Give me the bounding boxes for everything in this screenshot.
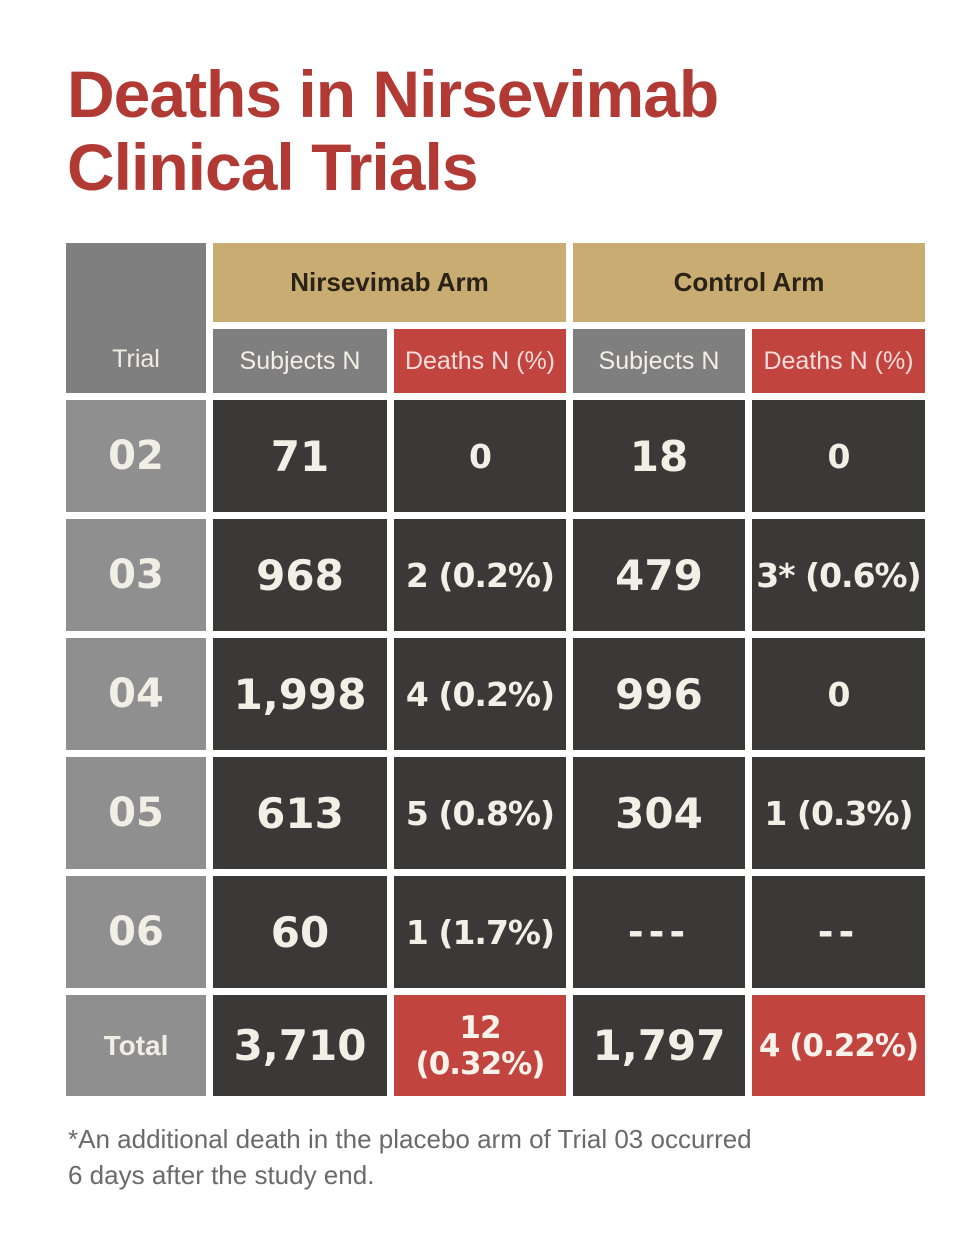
row04-nirsevimab-subjects: 1,998 (213, 638, 387, 750)
trial-label-04: 04 (66, 638, 206, 750)
subheader-control-subjects: Subjects N (573, 329, 745, 393)
row03-nirsevimab-subjects: 968 (213, 519, 387, 631)
row05-nirsevimab-subjects: 613 (213, 757, 387, 869)
row05-control-deaths: 1 (0.3%) (752, 757, 925, 869)
total-control-deaths: 4 (0.22%) (752, 995, 925, 1096)
row04-nirsevimab-deaths: 4 (0.2%) (394, 638, 566, 750)
row06-control-deaths-missing: -- (752, 876, 925, 988)
row04-control-subjects: 996 (573, 638, 745, 750)
subheader-nirsevimab-subjects: Subjects N (213, 329, 387, 393)
row05-control-subjects: 304 (573, 757, 745, 869)
row03-control-subjects: 479 (573, 519, 745, 631)
row03-control-deaths: 3* (0.6%) (752, 519, 925, 631)
row02-control-subjects: 18 (573, 400, 745, 512)
row06-nirsevimab-subjects: 60 (213, 876, 387, 988)
row03-nirsevimab-deaths: 2 (0.2%) (394, 519, 566, 631)
group-header-control-arm: Control Arm (573, 243, 925, 322)
subheader-control-deaths: Deaths N (%) (752, 329, 925, 393)
row02-nirsevimab-deaths: 0 (394, 400, 566, 512)
trial-column-header: Trial (66, 243, 206, 393)
total-nirsevimab-subjects: 3,710 (213, 995, 387, 1096)
row06-nirsevimab-deaths: 1 (1.7%) (394, 876, 566, 988)
page-title-line2: Clinical Trials (67, 129, 479, 204)
row04-control-deaths: 0 (752, 638, 925, 750)
row05-nirsevimab-deaths: 5 (0.8%) (394, 757, 566, 869)
row06-control-subjects-missing: --- (573, 876, 745, 988)
row02-nirsevimab-subjects: 71 (213, 400, 387, 512)
trial-label-03: 03 (66, 519, 206, 631)
subheader-nirsevimab-deaths: Deaths N (%) (394, 329, 566, 393)
total-nirsevimab-deaths: 12 (0.32%) (394, 995, 566, 1096)
trial-label-02: 02 (66, 400, 206, 512)
trial-label-05: 05 (66, 757, 206, 869)
page-title: Deaths in Nirsevimab Clinical Trials (67, 57, 719, 204)
footnote: *An additional death in the placebo arm … (68, 1122, 828, 1194)
group-header-nirsevimab-arm: Nirsevimab Arm (213, 243, 566, 322)
trials-deaths-table: Trial Nirsevimab Arm Control Arm Subject… (66, 243, 925, 1096)
footnote-line1: *An additional death in the placebo arm … (68, 1124, 752, 1154)
page-title-line1: Deaths in Nirsevimab (67, 57, 719, 131)
trial-label-06: 06 (66, 876, 206, 988)
total-control-subjects: 1,797 (573, 995, 745, 1096)
trial-label-total: Total (66, 995, 206, 1096)
footnote-line2: 6 days after the study end. (68, 1159, 375, 1190)
row02-control-deaths: 0 (752, 400, 925, 512)
